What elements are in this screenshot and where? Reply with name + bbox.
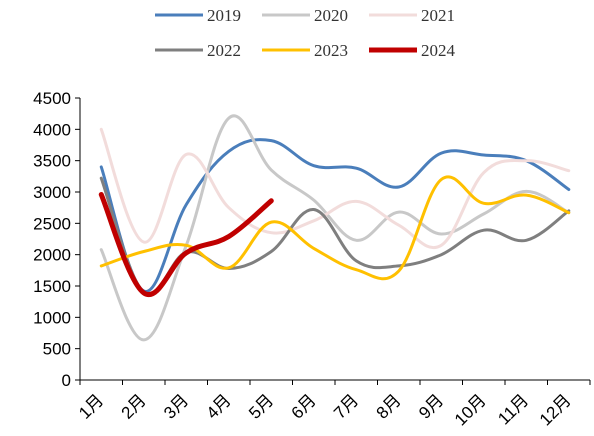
y-tick-label: 2500 [33, 214, 71, 233]
legend: 2019 2020 2021 2022 2023 2024 [155, 6, 456, 60]
y-tick-label: 3000 [33, 183, 71, 202]
legend-label-2021: 2021 [421, 6, 455, 25]
legend-label-2024: 2024 [421, 41, 456, 60]
legend-label-2023: 2023 [314, 41, 348, 60]
y-tick-label: 3500 [33, 152, 71, 171]
y-tick-label: 4000 [33, 120, 71, 139]
x-tick-label: 8月 [373, 391, 405, 423]
series-line-2021 [99, 127, 571, 249]
legend-label-2020: 2020 [314, 6, 348, 25]
x-tick-label: 3月 [160, 391, 192, 423]
x-tick-label: 9月 [415, 391, 447, 423]
x-tick-label: 7月 [330, 391, 362, 423]
series-line-2020 [99, 114, 571, 342]
legend-label-2022: 2022 [207, 41, 241, 60]
y-tick-label: 1000 [33, 308, 71, 327]
y-tick-label: 500 [43, 340, 71, 359]
y-tick-label: 0 [62, 371, 71, 390]
x-axis: 1月 2月 3月 4月 5月 6月 7月 8月 9月 10月 11月 12月 [75, 379, 591, 430]
series-line-2024 [98, 192, 274, 298]
series-line-2023 [99, 175, 571, 281]
x-tick-label: 2月 [118, 391, 150, 423]
y-tick-label: 2000 [33, 246, 71, 265]
series-lines [98, 114, 571, 342]
y-axis: 0 500 1000 1500 2000 2500 3000 3500 4000 4500 [33, 89, 81, 390]
series-line-2019 [99, 138, 571, 293]
x-tick-label: 5月 [245, 391, 277, 423]
y-tick-label: 4500 [33, 89, 71, 108]
x-tick-label: 10月 [451, 391, 490, 430]
x-tick-label: 6月 [288, 391, 320, 423]
x-tick-label: 11月 [494, 391, 532, 429]
legend-label-2019: 2019 [207, 6, 241, 25]
x-tick-label: 1月 [75, 391, 107, 423]
x-tick-label: 4月 [203, 391, 235, 423]
series-line-2022 [99, 176, 571, 297]
x-tick-label: 12月 [536, 391, 575, 430]
y-tick-label: 1500 [33, 277, 71, 296]
